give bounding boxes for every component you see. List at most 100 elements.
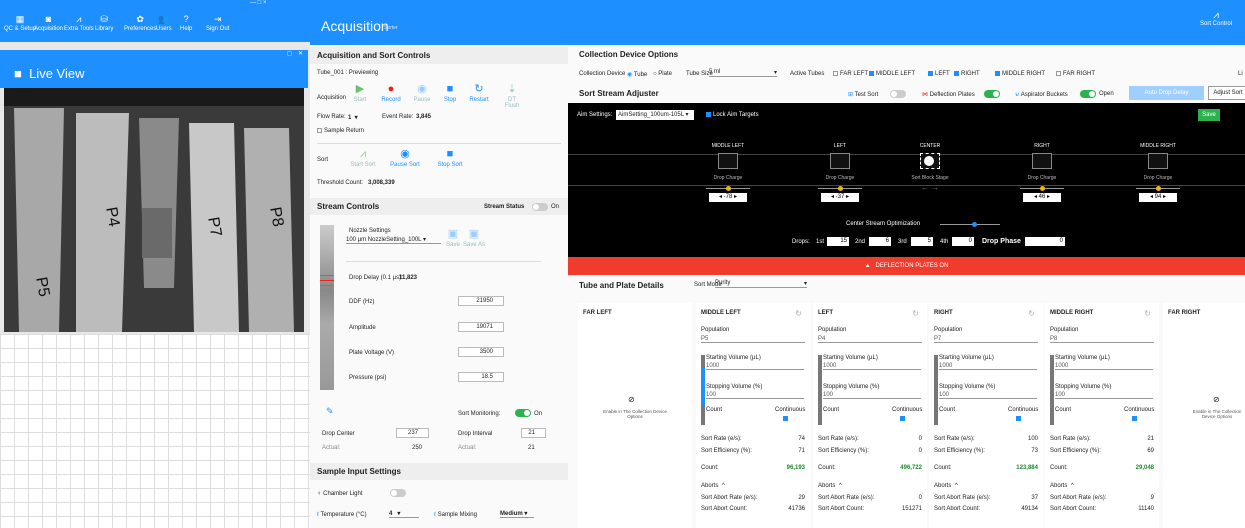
continuous-checkbox[interactable] [1016,416,1023,422]
start-sort-button[interactable]: ⩘ Start Sort [348,148,378,168]
stream-knob-3[interactable] [1040,186,1045,191]
pause-button[interactable]: ◉ Pause [410,83,434,103]
population-select[interactable]: P4 [818,336,922,343]
aim-save-button[interactable]: Save [1198,109,1220,121]
population-select[interactable]: P5 [701,336,805,343]
continuous-checkbox[interactable] [900,416,907,422]
drop-2nd-value[interactable]: 6 [869,237,891,246]
active-tube-right[interactable]: RIGHT [954,71,980,77]
reset-icon[interactable]: ↻ [1144,309,1151,318]
deflection-plates-toggle[interactable] [984,90,1000,98]
drop-1st-value[interactable]: 15 [827,237,849,246]
nav-item-acquisition[interactable]: ◙ Acquisition [34,14,63,32]
nav-item-help[interactable]: ? Help [180,14,192,32]
save-as-button[interactable]: ▣ Save As [462,228,485,248]
stop-sort-button[interactable]: ■ Stop Sort [435,148,465,168]
starting-volume-input[interactable]: 1000 [1055,363,1153,370]
cso-slider[interactable] [940,224,1000,225]
drop-center-stepper[interactable]: 237 [396,428,429,438]
stopping-volume-input[interactable]: 100 [823,392,921,399]
population-select[interactable]: P8 [1050,336,1154,343]
starting-volume-input[interactable]: 1000 [939,363,1037,370]
plate-radio[interactable]: ○ Plate [653,71,672,77]
aim-settings-select[interactable]: AimSetting_100um-105L ▾ [616,110,694,120]
reset-icon[interactable]: ↻ [1028,309,1035,318]
nozzle-settings-select[interactable]: 100 µm NozzleSetting_100L ▾ [346,236,441,244]
flow-rate-select[interactable]: 1 ▾ [348,115,358,121]
continuous-checkbox[interactable] [1132,416,1139,422]
stream-knob-1[interactable] [838,186,843,191]
stopping-volume-input[interactable]: 100 [706,392,804,399]
ddf-stepper[interactable]: 21950 [458,296,504,306]
plate-voltage-stepper[interactable]: 3500 [458,347,504,357]
drop-3rd-value[interactable]: 5 [911,237,933,246]
aspirator-toggle[interactable] [1080,90,1096,98]
reset-icon[interactable]: ↻ [795,309,802,318]
pause-sort-button[interactable]: ◉ Pause Sort [390,148,420,168]
aborts-chevron-icon[interactable]: ^ [1071,483,1074,489]
stream-knob-4[interactable] [1156,186,1161,191]
active-tube-middle-right[interactable]: MIDDLE RIGHT [995,71,1045,77]
pressure-stepper[interactable]: 18.5 [458,372,504,382]
aborts-chevron-icon[interactable]: ^ [839,483,842,489]
active-tube-middle-left[interactable]: MIDDLE LEFT [869,71,915,77]
population-select[interactable]: P7 [934,336,1038,343]
nav-item-library[interactable]: ⛁ Library [95,14,113,32]
sample-return-checkbox[interactable]: Sample Return [317,128,364,134]
drop-phase-value[interactable]: 0 [1025,237,1065,246]
drop-interval-stepper[interactable]: 21 [521,428,546,438]
adjust-sort-button[interactable]: Adjust Sort [1208,86,1245,100]
aborts-chevron-icon[interactable]: ^ [955,483,958,489]
nav-item-extra-tools[interactable]: ⩘ Extra Tools [64,14,94,32]
continuous-checkbox[interactable] [783,416,790,422]
stream-target-2[interactable] [920,153,940,169]
stopping-volume-input[interactable]: 100 [939,392,1037,399]
amplitude-stepper[interactable]: 19071 [458,322,504,332]
stream-value-0[interactable]: ◂ -78 ▸ [709,193,747,202]
sort-control-button[interactable]: ⩘ Sort Control [1200,10,1232,27]
active-tube-far-left[interactable]: FAR LEFT [833,71,868,77]
auto-drop-delay-button[interactable]: Auto Drop Delay [1129,86,1204,100]
lock-aim-checkbox[interactable]: Lock Aim Targets [706,112,759,118]
stream-knob-0[interactable] [726,186,731,191]
stream-status-toggle[interactable] [532,203,548,211]
drop-4th-value[interactable]: 0 [952,237,974,246]
reset-icon[interactable]: ↻ [912,309,919,318]
sort-mode-select[interactable]: Purity ▾ [715,280,807,288]
save-button[interactable]: ▣ Save [441,228,465,248]
stop-button[interactable]: ■ Stop [438,83,462,103]
sort-monitoring-toggle[interactable] [515,409,531,417]
edit-icon[interactable]: ✎ [326,406,334,416]
stage-arrows-icon[interactable]: ← → [920,183,940,192]
chamber-light-toggle[interactable] [390,489,406,497]
nav-item-qc-setup[interactable]: ▦ QC & Setup [4,14,36,32]
stream-target-1[interactable] [830,153,850,169]
nav-item-sign-out[interactable]: ⇥ Sign Out [206,14,229,32]
stream-target-3[interactable] [1032,153,1052,169]
nav-item-preferences[interactable]: ✿ Preferences [124,14,156,32]
window-controls[interactable]: — □ × [250,0,267,6]
restart-button[interactable]: ↻ Restart [467,83,491,103]
cso-knob[interactable] [972,222,977,227]
tube-size-select[interactable]: 5 ml ▾ [709,69,777,77]
nav-item-users[interactable]: 👥 Users [156,14,172,32]
test-sort-toggle[interactable] [890,90,906,98]
start-button[interactable]: ▶ Start [348,83,372,103]
aborts-chevron-icon[interactable]: ^ [722,483,725,489]
tube-radio[interactable]: ◉ Tube [627,72,648,78]
stream-value-1[interactable]: ◂ -37 ▸ [821,193,859,202]
live-view-window-bar[interactable]: ◻ ✕ [0,50,308,59]
starting-volume-input[interactable]: 1000 [706,363,804,370]
sample-mixing-select[interactable]: Medium ▾ [500,510,534,518]
restore-icon[interactable]: ◻ [287,51,292,57]
starting-volume-input[interactable]: 1000 [823,363,921,370]
stream-value-3[interactable]: ◂ 46 ▸ [1023,193,1061,202]
stopping-volume-input[interactable]: 100 [1055,392,1153,399]
close-icon[interactable]: ✕ [297,51,303,57]
dt-flush-button[interactable]: ⇣ DT Flush [500,83,524,109]
stream-target-4[interactable] [1148,153,1168,169]
active-tube-far-right[interactable]: FAR RIGHT [1056,71,1095,77]
active-tube-left[interactable]: LEFT [928,71,950,77]
stream-target-0[interactable] [718,153,738,169]
stream-value-4[interactable]: ◂ 94 ▸ [1139,193,1177,202]
